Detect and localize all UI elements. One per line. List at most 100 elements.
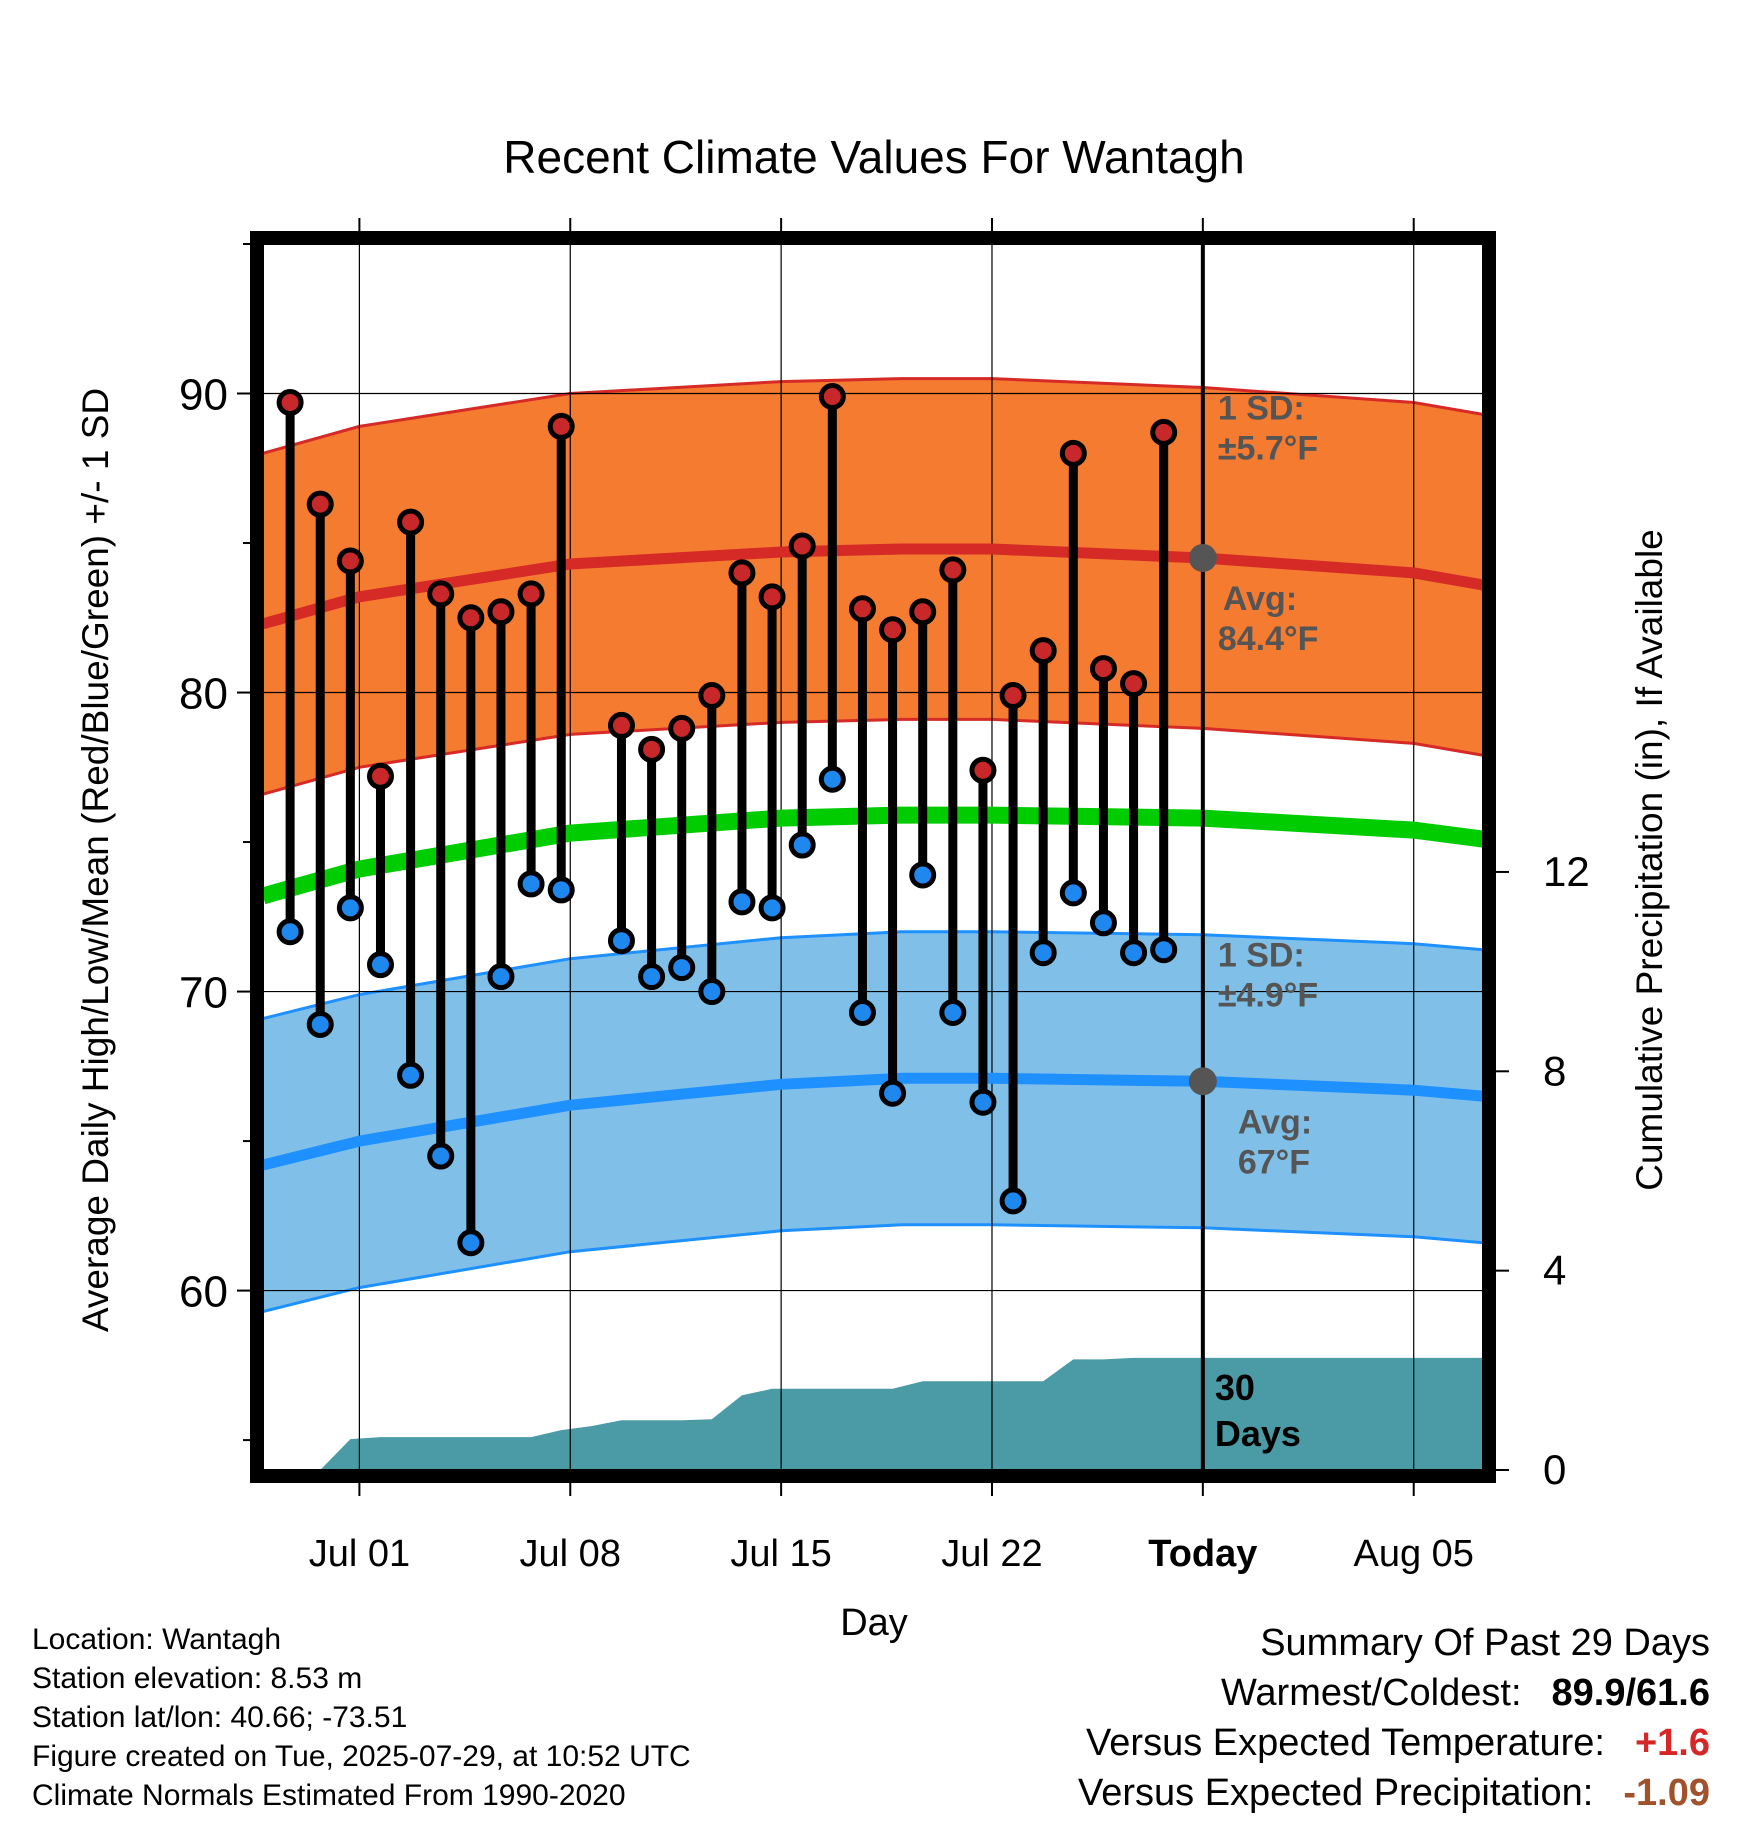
daily-high-point — [487, 598, 515, 626]
warmest-coldest-value: 89.9/61.6 — [1551, 1672, 1710, 1714]
daily-high-point — [698, 682, 726, 710]
daily-low-point — [306, 1010, 334, 1038]
daily-high-point — [366, 762, 394, 790]
daily-low-point — [336, 894, 364, 922]
y-axis-label-left: Average Daily High/Low/Mean (Red/Blue/Gr… — [75, 388, 116, 1332]
station-info: Location: Wantagh Station elevation: 8.5… — [32, 1620, 691, 1815]
y2-tick-label: 0 — [1543, 1446, 1566, 1493]
daily-low-point — [276, 918, 304, 946]
x-axis-label: Day — [840, 1602, 908, 1644]
daily-high-point — [457, 604, 485, 632]
temp-departure-row: Versus Expected Temperature: +1.6 — [1078, 1718, 1710, 1768]
y-tick-label: 90 — [179, 371, 228, 420]
daily-high-point — [909, 598, 937, 626]
daily-low-point — [848, 998, 876, 1026]
temp-departure-label: Versus Expected Temperature: — [1086, 1722, 1605, 1764]
daily-low-point — [517, 870, 545, 898]
daily-low-point — [547, 876, 575, 904]
high-sd-value: ±5.7°F — [1218, 430, 1318, 468]
low-avg-label: Avg: — [1238, 1103, 1312, 1141]
daily-high-point — [879, 616, 907, 644]
precip-departure-label: Versus Expected Precipitation: — [1077, 1772, 1594, 1814]
daily-high-point — [336, 547, 364, 575]
daily-low-point — [818, 765, 846, 793]
today-low-avg-marker — [1188, 1067, 1217, 1096]
daily-high-point — [1029, 637, 1057, 665]
daily-low-point — [457, 1229, 485, 1257]
daily-low-point — [909, 861, 937, 889]
daily-low-point — [698, 978, 726, 1006]
daily-high-point — [1059, 439, 1087, 467]
y-tick-label: 70 — [179, 969, 228, 1018]
daily-high-point — [969, 756, 997, 784]
x-tick-label: Jul 08 — [520, 1533, 621, 1575]
high-sd-band — [263, 378, 1483, 795]
x-tick-label: Jul 22 — [941, 1533, 1042, 1575]
daily-low-point — [487, 963, 515, 991]
daily-high-point — [728, 559, 756, 587]
y2-tick-label: 4 — [1543, 1247, 1566, 1294]
y-tick-label: 80 — [179, 670, 228, 719]
daily-low-point — [397, 1061, 425, 1089]
y2-tick-label: 8 — [1543, 1047, 1566, 1094]
daily-high-point — [397, 508, 425, 536]
daily-low-point — [638, 963, 666, 991]
daily-low-point — [1029, 939, 1057, 967]
daily-high-point — [788, 532, 816, 560]
low-band-upper-edge — [263, 930, 1483, 1020]
plot-frame — [250, 231, 1496, 1483]
daily-low-point — [1150, 936, 1178, 964]
summary-title: Summary Of Past 29 Days — [1260, 1622, 1710, 1664]
low-avg-value: 67°F — [1238, 1143, 1310, 1181]
daily-low-point — [1120, 939, 1148, 967]
daily-low-point — [1059, 879, 1087, 907]
daily-high-point — [427, 580, 455, 608]
precip-departure-value: -1.09 — [1623, 1772, 1710, 1814]
daily-low-point — [366, 951, 394, 979]
daily-low-point — [879, 1079, 907, 1107]
x-tick-label: Aug 05 — [1353, 1533, 1473, 1575]
low-sd-band — [263, 931, 1483, 1312]
y-tick-label: 60 — [179, 1268, 228, 1317]
daily-high-point — [517, 580, 545, 608]
daily-high-point — [999, 682, 1027, 710]
daily-low-point — [788, 831, 816, 859]
daily-high-point — [1120, 670, 1148, 698]
daily-high-point — [758, 583, 786, 611]
daily-high-point — [306, 490, 334, 518]
daily-high-point — [818, 383, 846, 411]
low-sd-label: 1 SD: — [1218, 937, 1305, 975]
daily-low-point — [969, 1088, 997, 1116]
daily-low-point — [427, 1142, 455, 1170]
high-avg-line — [263, 543, 1483, 630]
warmest-coldest-row: Warmest/Coldest: 89.9/61.6 — [1078, 1668, 1710, 1718]
created-text: Figure created on Tue, 2025-07-29, at 10… — [32, 1740, 691, 1773]
high-sd-label: 1 SD: — [1218, 390, 1305, 428]
high-avg-value: 84.4°F — [1218, 620, 1319, 658]
daily-low-point — [668, 954, 696, 982]
daily-low-point — [999, 1187, 1027, 1215]
daily-low-point — [728, 888, 756, 916]
warmest-coldest-label: Warmest/Coldest: — [1220, 1672, 1522, 1714]
daily-low-point — [607, 927, 635, 955]
daily-high-point — [939, 556, 967, 584]
daily-high-point — [638, 735, 666, 763]
days-count-number: 30 — [1215, 1367, 1255, 1408]
days-count-word: Days — [1215, 1413, 1301, 1454]
summary-panel: Summary Of Past 29 Days Warmest/Coldest:… — [1078, 1618, 1710, 1818]
today-high-avg-marker — [1188, 543, 1217, 572]
x-tick-label: Jul 01 — [309, 1533, 410, 1575]
low-avg-line — [263, 1072, 1483, 1171]
daily-low-point — [1089, 909, 1117, 937]
daily-high-point — [1150, 418, 1178, 446]
precip-area — [263, 1357, 1483, 1470]
y2-tick-label: 12 — [1543, 848, 1590, 895]
low-band-lower-edge — [263, 1223, 1483, 1313]
normals-text: Climate Normals Estimated From 1990-2020 — [32, 1779, 626, 1812]
daily-high-point — [547, 412, 575, 440]
daily-low-point — [758, 894, 786, 922]
chart-title: Recent Climate Values For Wantagh — [503, 131, 1244, 183]
high-avg-label: Avg: — [1223, 580, 1297, 618]
